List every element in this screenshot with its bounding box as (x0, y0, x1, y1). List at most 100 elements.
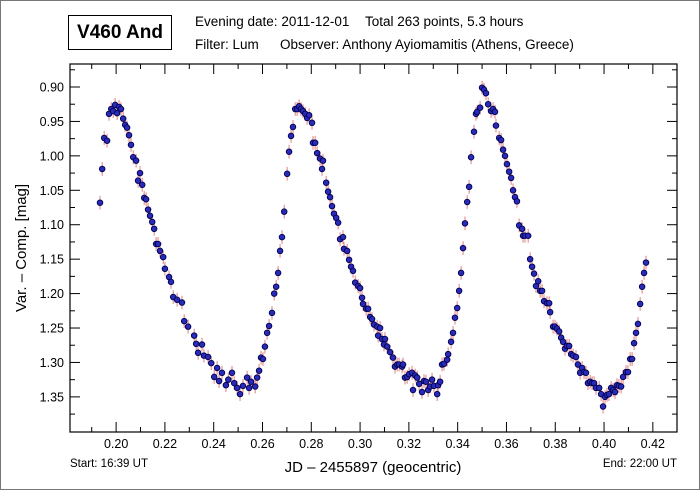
x-tick-label: 0.34 (445, 437, 469, 451)
data-point (518, 225, 526, 233)
data-point (530, 270, 538, 277)
data-point (453, 304, 461, 312)
data-point (204, 353, 212, 361)
data-point (113, 109, 121, 117)
data-point (428, 376, 436, 383)
data-point (538, 287, 546, 295)
data-point (268, 309, 276, 317)
x-tick-label: 0.26 (250, 437, 274, 451)
data-point (638, 283, 646, 290)
data-point (413, 374, 421, 381)
data-point (313, 149, 321, 157)
x-tick-label: 0.20 (104, 437, 128, 451)
data-point (386, 348, 394, 356)
data-point (455, 287, 463, 295)
data-point (225, 376, 232, 383)
y-axis-title: Var. – Comp. [mag] (13, 184, 30, 312)
data-point (459, 244, 467, 252)
data-point (359, 300, 367, 308)
data-point (349, 267, 357, 275)
data-points (96, 84, 650, 410)
data-point (255, 367, 263, 374)
data-point (218, 369, 226, 377)
data-point (215, 377, 223, 385)
data-point (305, 111, 313, 119)
data-point (326, 193, 334, 201)
data-point (526, 255, 534, 263)
data-point (632, 329, 640, 337)
data-point (272, 283, 280, 290)
x-tick-label: 0.30 (348, 437, 372, 451)
data-point (134, 177, 142, 184)
x-tick-label: 0.36 (494, 437, 518, 451)
data-point (161, 265, 169, 273)
data-point (605, 390, 613, 398)
data-point (513, 198, 521, 205)
end-time: End: 22:00 UT (603, 458, 677, 470)
data-point (634, 320, 642, 328)
data-point (545, 299, 553, 307)
data-point (449, 329, 457, 337)
axis-ticks (70, 64, 677, 432)
y-tick-label: 0.90 (40, 81, 64, 95)
data-point (253, 374, 261, 381)
data-point (642, 259, 650, 266)
data-point (208, 359, 215, 367)
y-tick-label: 1.10 (40, 218, 64, 232)
data-point (213, 364, 221, 372)
data-point (599, 403, 607, 410)
data-point (444, 350, 452, 358)
data-point (559, 338, 567, 346)
data-point (491, 108, 499, 116)
data-point (436, 378, 444, 385)
data-point (334, 219, 342, 226)
x-axis-title: JD – 2455897 (geocentric) (285, 459, 462, 476)
y-tick-label: 1.25 (40, 322, 64, 336)
evening-date: Evening date: 2011-12-01 (195, 14, 350, 29)
plot-area-border (69, 63, 678, 433)
x-tick-label: 0.40 (592, 437, 616, 451)
data-point (534, 277, 542, 285)
data-point (409, 386, 417, 394)
data-point (343, 247, 351, 255)
data-point (222, 381, 230, 389)
data-point (509, 187, 517, 194)
data-point (228, 369, 236, 377)
data-point (98, 165, 106, 173)
data-point (154, 240, 162, 248)
data-point (324, 188, 332, 195)
data-point (630, 339, 638, 347)
x-tick-label: 0.22 (153, 437, 177, 451)
data-point (628, 355, 636, 363)
data-point (433, 390, 441, 398)
data-point (582, 369, 590, 377)
data-point (339, 233, 347, 241)
error-bars (99, 80, 647, 414)
data-point (447, 338, 455, 346)
data-point (180, 317, 188, 325)
y-tick-label: 1.35 (40, 390, 64, 404)
data-point (465, 183, 473, 191)
data-point (263, 329, 271, 337)
data-point (492, 122, 500, 129)
data-point (457, 269, 465, 277)
data-point (358, 294, 366, 301)
star-name-box: V460 And (68, 15, 172, 50)
data-point (318, 165, 326, 173)
data-point (230, 379, 238, 387)
x-tick-label: 0.28 (299, 437, 323, 451)
data-point (136, 169, 144, 177)
data-point (190, 332, 198, 339)
filter-label: Filter: Lum (195, 37, 259, 52)
data-point (311, 139, 319, 147)
data-point (356, 284, 364, 292)
data-point (210, 373, 218, 381)
data-point (524, 232, 532, 239)
data-point (184, 323, 192, 330)
data-point (259, 355, 267, 363)
data-point (497, 136, 505, 144)
data-point (194, 349, 202, 357)
data-point (482, 89, 490, 97)
data-point (443, 356, 451, 363)
data-point (276, 247, 284, 255)
